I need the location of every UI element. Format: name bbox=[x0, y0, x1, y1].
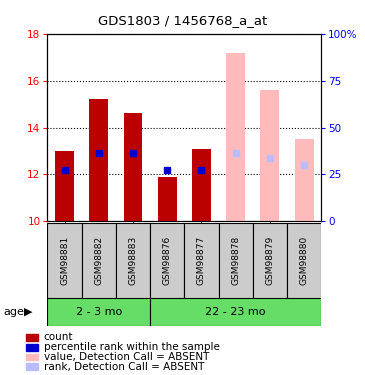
Bar bbox=[226, 53, 245, 221]
Text: GSM98883: GSM98883 bbox=[128, 236, 138, 285]
Text: 22 - 23 mo: 22 - 23 mo bbox=[205, 307, 266, 317]
FancyBboxPatch shape bbox=[150, 223, 184, 298]
FancyBboxPatch shape bbox=[253, 223, 287, 298]
Text: count: count bbox=[44, 333, 73, 342]
Text: percentile rank within the sample: percentile rank within the sample bbox=[44, 342, 220, 352]
Bar bbox=[124, 114, 142, 221]
Text: GSM98880: GSM98880 bbox=[300, 236, 308, 285]
Text: 2 - 3 mo: 2 - 3 mo bbox=[76, 307, 122, 317]
FancyBboxPatch shape bbox=[47, 223, 82, 298]
Bar bbox=[192, 148, 211, 221]
Bar bbox=[261, 90, 279, 221]
Text: GSM98878: GSM98878 bbox=[231, 236, 240, 285]
FancyBboxPatch shape bbox=[82, 223, 116, 298]
Text: ▶: ▶ bbox=[24, 307, 32, 317]
FancyBboxPatch shape bbox=[47, 298, 150, 326]
Text: age: age bbox=[4, 307, 24, 317]
Text: GSM98877: GSM98877 bbox=[197, 236, 206, 285]
Bar bbox=[55, 151, 74, 221]
Text: GSM98879: GSM98879 bbox=[265, 236, 274, 285]
Bar bbox=[295, 139, 314, 221]
Text: GSM98876: GSM98876 bbox=[163, 236, 172, 285]
FancyBboxPatch shape bbox=[116, 223, 150, 298]
Bar bbox=[89, 99, 108, 221]
Text: value, Detection Call = ABSENT: value, Detection Call = ABSENT bbox=[44, 352, 209, 362]
Text: GSM98882: GSM98882 bbox=[94, 236, 103, 285]
FancyBboxPatch shape bbox=[287, 223, 321, 298]
FancyBboxPatch shape bbox=[150, 298, 321, 326]
FancyBboxPatch shape bbox=[184, 223, 219, 298]
Text: rank, Detection Call = ABSENT: rank, Detection Call = ABSENT bbox=[44, 362, 204, 372]
FancyBboxPatch shape bbox=[219, 223, 253, 298]
Text: GSM98881: GSM98881 bbox=[60, 236, 69, 285]
Bar bbox=[158, 177, 177, 221]
Text: GDS1803 / 1456768_a_at: GDS1803 / 1456768_a_at bbox=[98, 14, 267, 27]
